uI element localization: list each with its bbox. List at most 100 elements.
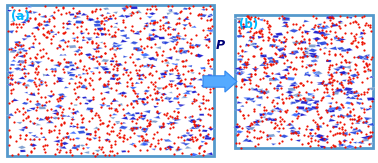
Point (101, 23, 107, 26)
Polygon shape (363, 55, 369, 57)
Point (62, 41, 68, 44)
Point (59, 110, 65, 113)
Point (364, 56, 370, 58)
Point (237, 72, 243, 74)
Point (13, 43, 19, 45)
Polygon shape (76, 16, 81, 18)
Polygon shape (20, 60, 25, 63)
Polygon shape (122, 69, 129, 72)
Polygon shape (346, 91, 354, 94)
Point (34, 100, 40, 102)
Point (342, 146, 348, 149)
Point (108, 25, 114, 27)
Point (175, 111, 181, 113)
Point (17, 137, 23, 139)
Polygon shape (235, 71, 245, 75)
Point (57, 98, 63, 101)
Polygon shape (158, 100, 160, 101)
Point (114, 47, 120, 50)
Polygon shape (146, 66, 150, 68)
Polygon shape (25, 35, 31, 38)
Point (273, 53, 279, 56)
Polygon shape (356, 92, 360, 94)
Point (65, 40, 71, 43)
Polygon shape (74, 104, 77, 106)
Point (64, 132, 70, 135)
Point (152, 80, 158, 83)
Point (64, 22, 70, 25)
Polygon shape (277, 108, 284, 111)
Point (189, 138, 195, 140)
Point (245, 14, 251, 17)
Point (240, 22, 246, 25)
Point (167, 48, 173, 51)
Point (324, 124, 330, 126)
Point (169, 123, 175, 125)
Point (325, 71, 331, 74)
Point (125, 74, 131, 76)
Point (304, 31, 310, 34)
Point (240, 113, 246, 116)
Polygon shape (188, 119, 197, 123)
Polygon shape (81, 84, 86, 86)
Polygon shape (289, 29, 299, 33)
Point (172, 67, 178, 69)
Polygon shape (317, 42, 323, 44)
Polygon shape (361, 57, 369, 60)
Point (320, 24, 326, 27)
Polygon shape (279, 53, 287, 57)
Point (36, 23, 42, 26)
Point (53, 6, 59, 8)
Point (157, 19, 163, 21)
Point (54, 97, 60, 100)
Point (84, 15, 90, 18)
Polygon shape (266, 134, 274, 138)
Polygon shape (27, 109, 32, 112)
Point (147, 66, 153, 69)
Point (116, 132, 122, 134)
Point (353, 21, 359, 24)
Point (41, 20, 47, 22)
Polygon shape (291, 102, 296, 105)
Point (114, 78, 120, 80)
Polygon shape (290, 130, 296, 132)
Point (254, 45, 260, 48)
Polygon shape (23, 72, 29, 74)
Polygon shape (169, 10, 172, 11)
Polygon shape (259, 98, 263, 99)
Point (315, 139, 321, 142)
Point (33, 67, 39, 70)
Polygon shape (153, 120, 156, 121)
Point (346, 132, 352, 135)
Polygon shape (261, 116, 266, 118)
Polygon shape (70, 119, 76, 121)
Point (169, 116, 175, 119)
Point (363, 24, 369, 27)
Point (319, 34, 325, 36)
Point (171, 110, 177, 113)
Polygon shape (254, 123, 258, 124)
Polygon shape (73, 51, 76, 52)
Point (109, 126, 115, 128)
Point (89, 11, 95, 13)
Polygon shape (161, 41, 167, 44)
Polygon shape (177, 109, 179, 110)
Point (358, 131, 364, 134)
Point (32, 55, 38, 58)
Polygon shape (73, 17, 77, 19)
Polygon shape (272, 77, 280, 81)
Point (149, 97, 155, 100)
Polygon shape (156, 87, 164, 90)
Point (123, 71, 129, 73)
Point (38, 56, 44, 58)
Point (55, 30, 61, 33)
Polygon shape (107, 13, 109, 14)
Point (368, 30, 374, 32)
Point (328, 115, 334, 117)
Polygon shape (273, 39, 277, 41)
Point (60, 6, 66, 8)
Point (319, 97, 325, 99)
Point (105, 107, 112, 109)
Point (78, 51, 84, 54)
Point (137, 64, 143, 67)
